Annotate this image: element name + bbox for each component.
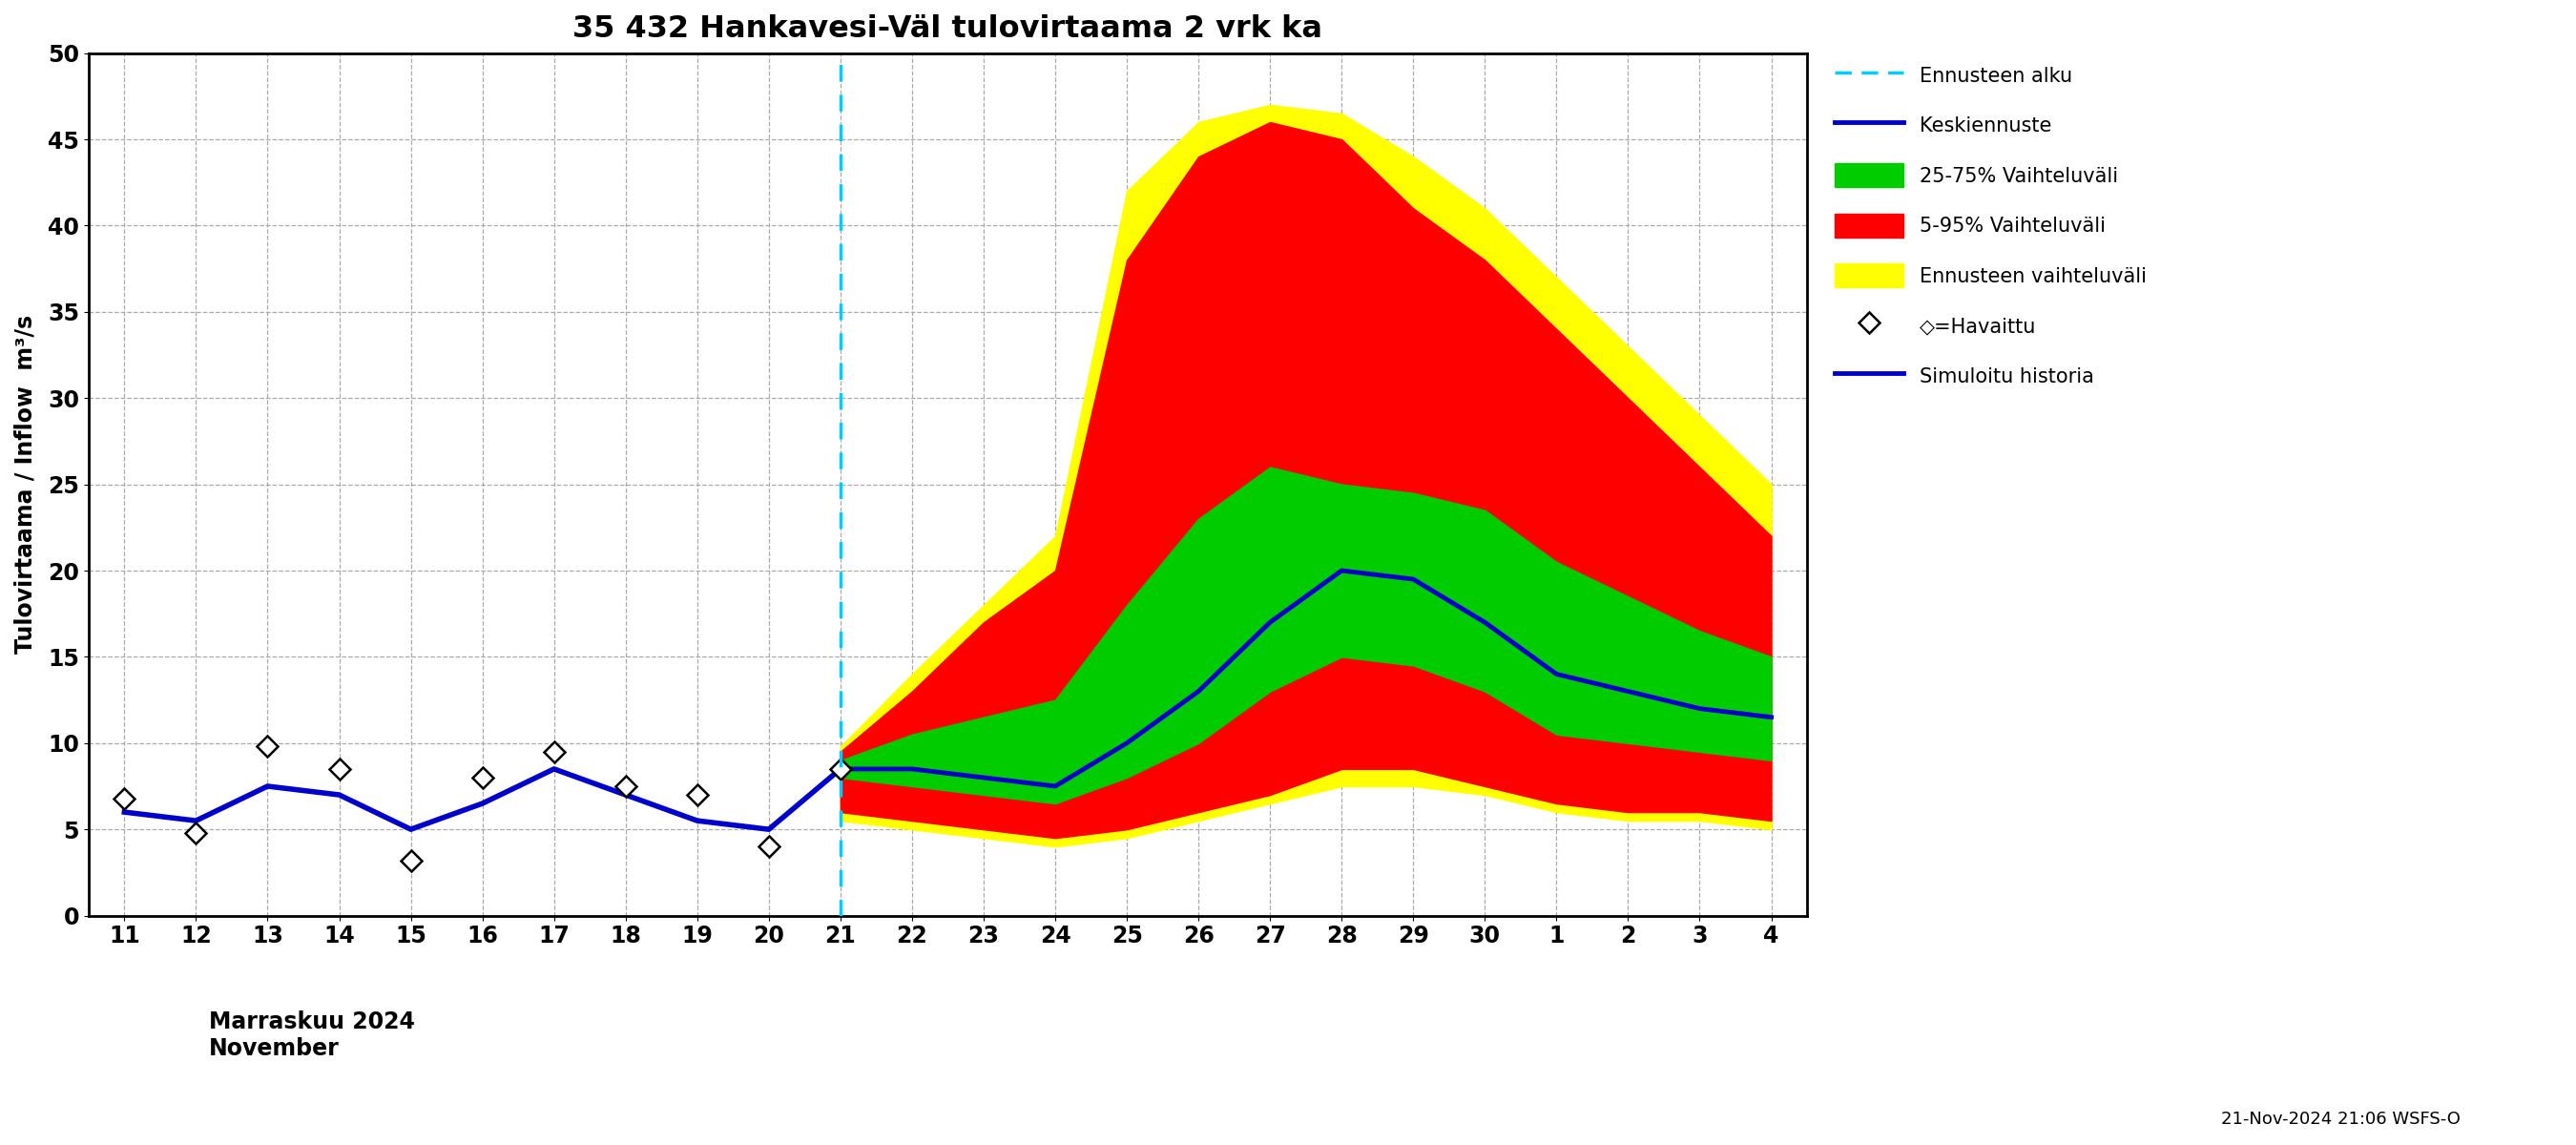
Y-axis label: Tulovirtaama / Inflow  m³/s: Tulovirtaama / Inflow m³/s	[15, 315, 36, 654]
Text: 21-Nov-2024 21:06 WSFS-O: 21-Nov-2024 21:06 WSFS-O	[2221, 1111, 2460, 1128]
Text: Marraskuu 2024
November: Marraskuu 2024 November	[209, 1010, 415, 1060]
Legend: Ennusteen alku, Keskiennuste, 25-75% Vaihteluväli, 5-95% Vaihteluväli, Ennusteen: Ennusteen alku, Keskiennuste, 25-75% Vai…	[1834, 63, 2146, 388]
Title: 35 432 Hankavesi-Väl tulovirtaama 2 vrk ka: 35 432 Hankavesi-Väl tulovirtaama 2 vrk …	[572, 14, 1324, 44]
